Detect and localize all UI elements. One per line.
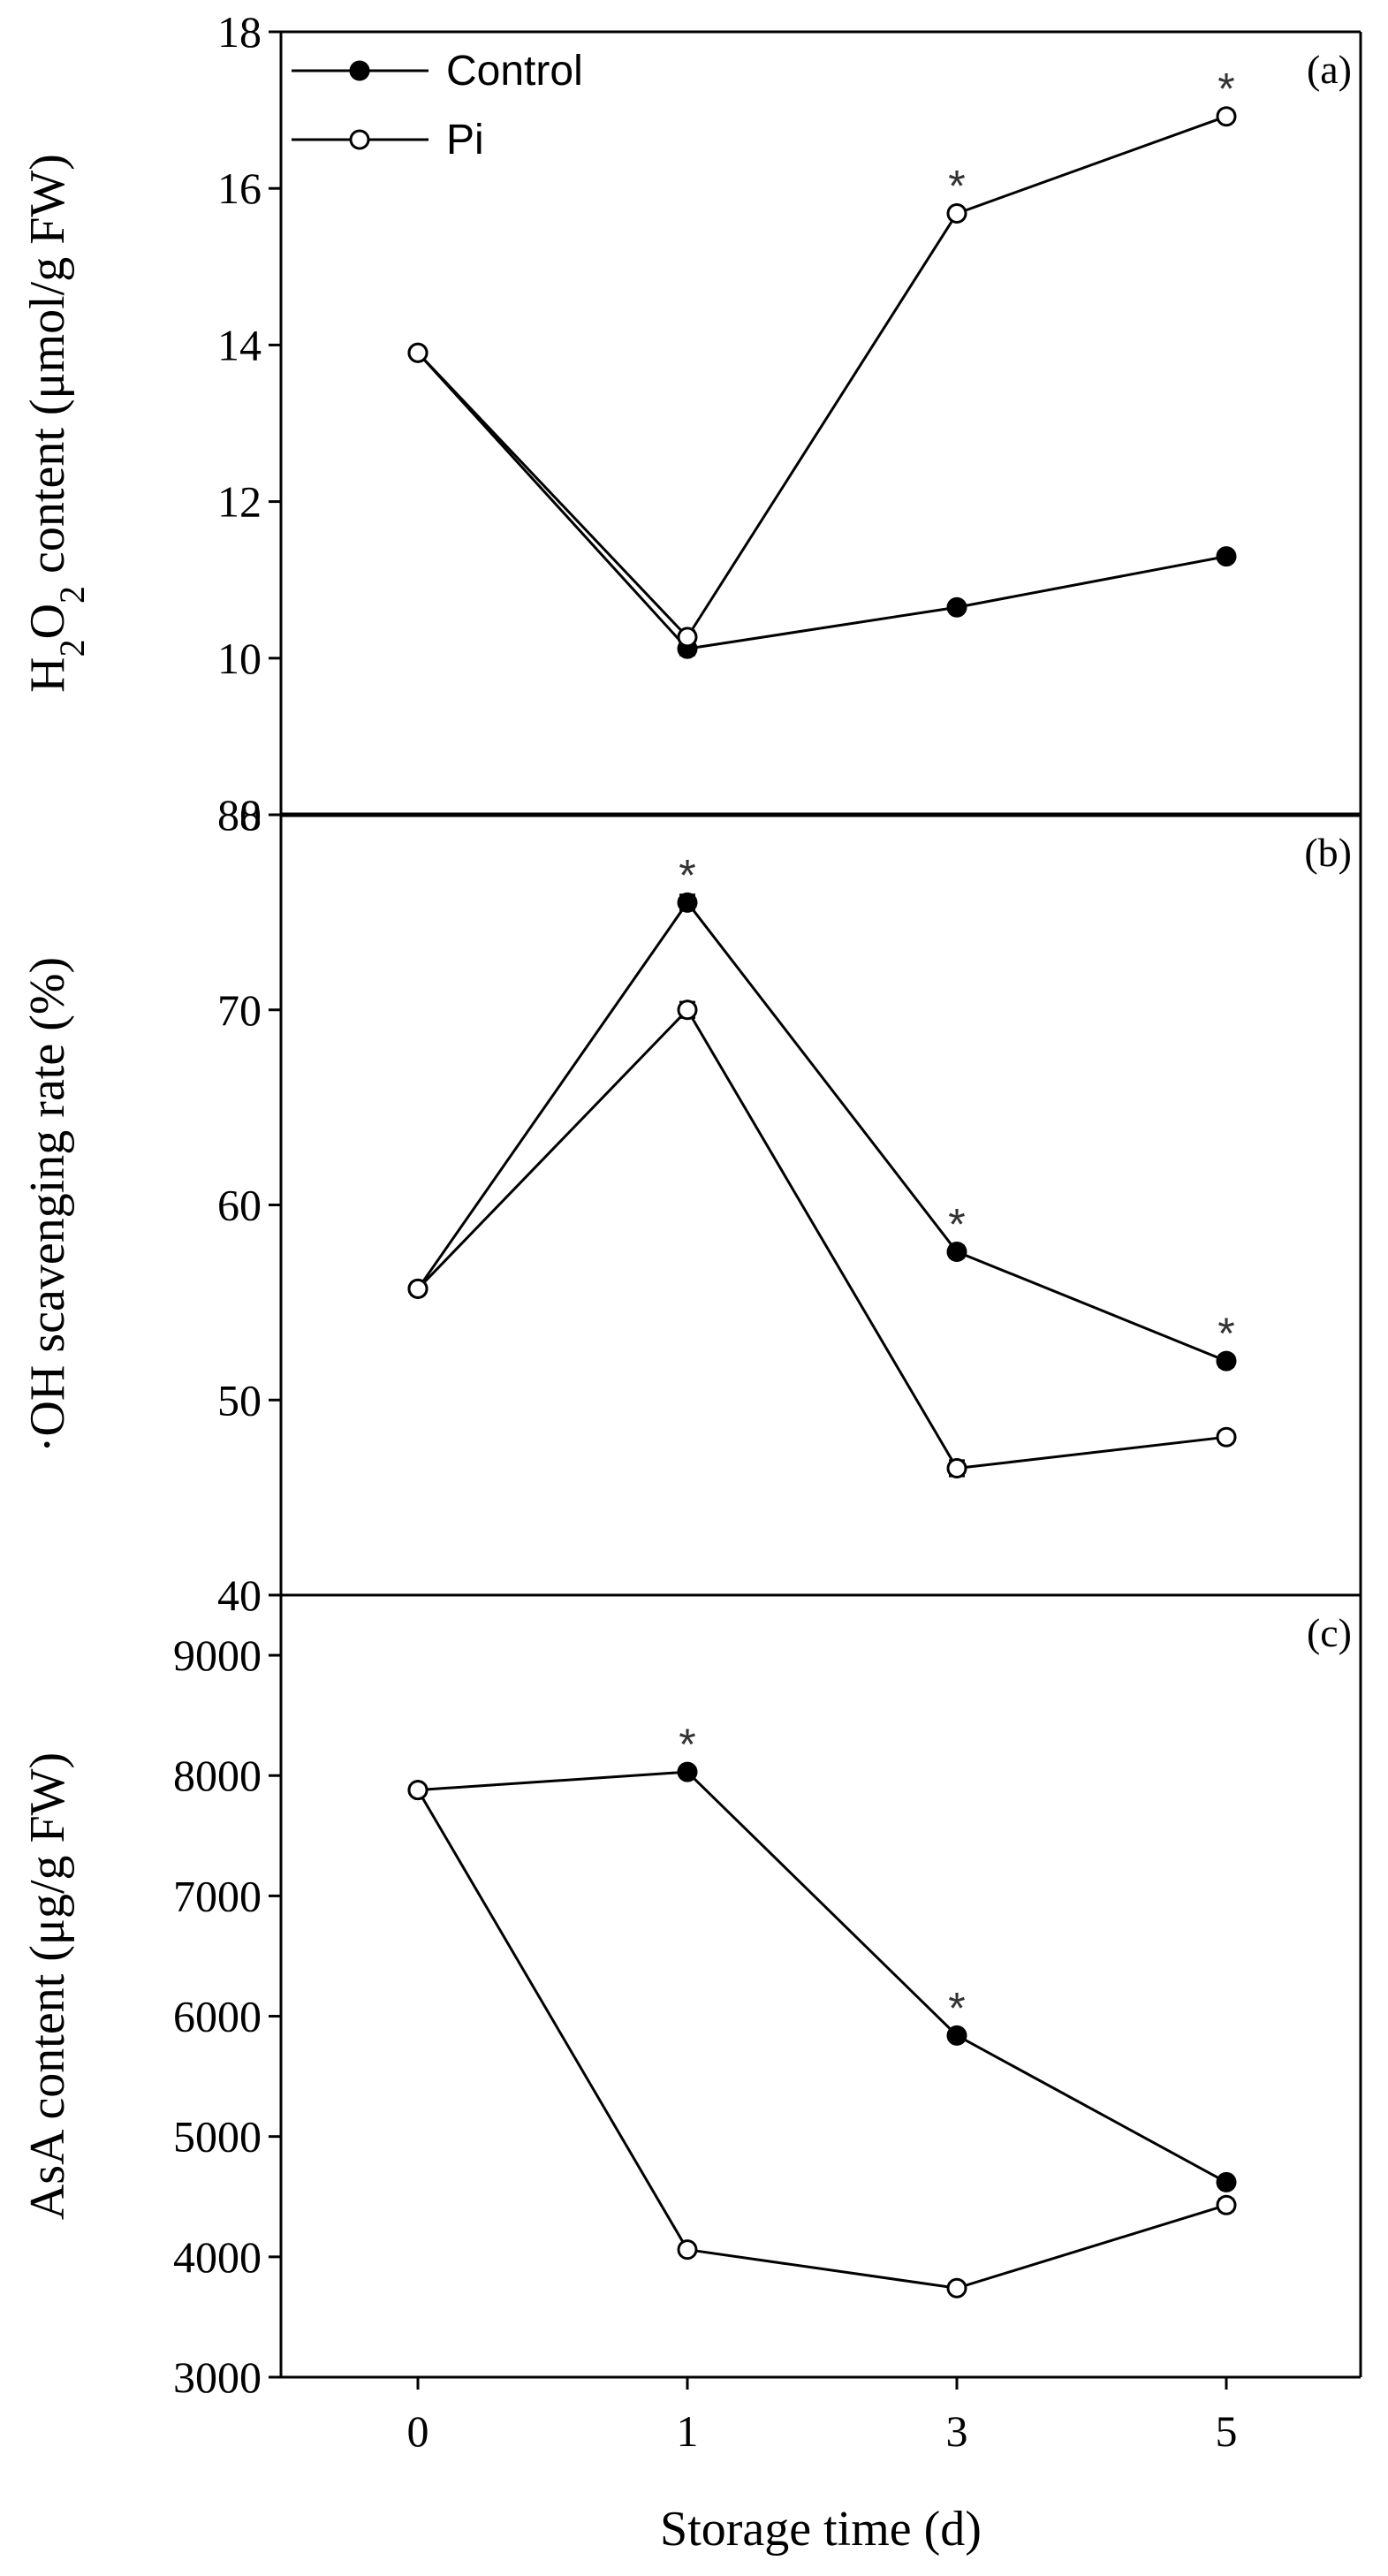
significance-star: * xyxy=(1217,1309,1234,1358)
series-line xyxy=(416,1007,1227,1470)
significance-star: * xyxy=(948,1983,965,2033)
legend-label: Pi xyxy=(446,117,484,163)
y-tick-label: 40 xyxy=(217,1570,262,1620)
panel-b: 40 50 60 70 80 ·OH scavenging rate (%) (b) * * * xyxy=(20,790,1362,1620)
y-tick-label: 50 xyxy=(217,1375,262,1425)
y-axis-title-part: 2 xyxy=(52,639,92,657)
y-tick-label: 12 xyxy=(217,477,262,527)
series-pi xyxy=(407,106,1237,648)
y-tick-label: 16 xyxy=(217,163,262,213)
x-axis-title: Storage time (d) xyxy=(660,2502,982,2557)
x-tick-label: 3 xyxy=(946,2406,968,2456)
y-axis-title: H2O2 content (μmol/g FW) xyxy=(20,154,92,693)
significance-star: * xyxy=(1217,65,1234,114)
legend: Control Pi xyxy=(292,48,583,163)
data-point xyxy=(677,2239,698,2261)
data-point xyxy=(1216,1350,1237,1372)
data-point xyxy=(1216,2194,1237,2215)
y-axis-title-part: content (μmol/g FW) xyxy=(20,154,75,586)
significance-star: * xyxy=(679,1720,695,1769)
panel-label: (c) xyxy=(1307,1610,1352,1655)
data-point xyxy=(407,1278,429,1299)
series-line xyxy=(416,1789,1227,2290)
y-tick-label: 70 xyxy=(217,985,262,1035)
series-control xyxy=(407,1761,1237,2192)
data-point xyxy=(1216,546,1237,567)
data-point xyxy=(407,1780,429,1801)
series-line xyxy=(416,115,1227,640)
y-tick-label: 18 xyxy=(217,7,262,57)
data-point xyxy=(946,597,967,618)
y-tick-label: 5000 xyxy=(173,2112,262,2162)
y-tick-label: 8 xyxy=(239,790,262,840)
data-point xyxy=(677,1761,698,1782)
y-axis-title: ·OH scavenging rate (%) xyxy=(20,957,75,1453)
data-point xyxy=(407,342,429,363)
y-tick-label: 3000 xyxy=(173,2352,262,2402)
panel-label: (b) xyxy=(1304,830,1352,875)
series-pi xyxy=(407,1780,1237,2299)
series-line xyxy=(416,352,1227,650)
x-tick-label: 0 xyxy=(407,2406,429,2456)
significance-star: * xyxy=(948,1199,965,1249)
y-tick-label: 8000 xyxy=(173,1751,262,1800)
data-point xyxy=(1216,2171,1237,2192)
x-tick-label: 5 xyxy=(1216,2406,1238,2456)
series-control xyxy=(407,892,1237,1372)
y-axis-title-part: H xyxy=(20,657,75,692)
data-point xyxy=(946,1458,967,1479)
y-tick-label: 4000 xyxy=(173,2232,262,2282)
y-tick-label: 10 xyxy=(217,634,262,683)
panel-label: (a) xyxy=(1307,47,1352,92)
legend-marker xyxy=(349,129,370,150)
series-control xyxy=(407,342,1237,659)
series-line xyxy=(417,1770,1227,2184)
y-tick-label: 7000 xyxy=(173,1871,262,1920)
data-point xyxy=(946,2277,967,2299)
y-axis-title: AsA content (μg/g FW) xyxy=(20,1752,75,2220)
panel-c: 3000 4000 5000 6000 7000 8000 9000 AsA content … xyxy=(20,1595,1362,2557)
data-point xyxy=(1216,1426,1237,1448)
y-tick-label: 80 xyxy=(217,790,262,840)
significance-star: * xyxy=(948,162,965,211)
legend-marker xyxy=(349,60,370,81)
y-tick-label: 9000 xyxy=(173,1630,262,1680)
data-point xyxy=(946,203,967,224)
x-tick-label: 1 xyxy=(677,2406,699,2456)
legend-label: Control xyxy=(446,48,583,95)
series-line xyxy=(416,900,1227,1363)
data-point xyxy=(1216,106,1237,127)
data-point xyxy=(946,1241,967,1262)
significance-star: * xyxy=(679,850,695,900)
y-axis-title-part: 2 xyxy=(52,586,92,604)
data-point xyxy=(677,892,698,913)
series-pi xyxy=(407,999,1237,1479)
y-axis-title-part: O xyxy=(20,604,75,639)
y-tick-label: 6000 xyxy=(173,1992,262,2041)
y-tick-label: 60 xyxy=(217,1181,262,1230)
y-tick-label: 14 xyxy=(217,320,262,369)
data-point xyxy=(677,627,698,648)
data-point xyxy=(677,999,698,1021)
data-point xyxy=(946,2025,967,2046)
